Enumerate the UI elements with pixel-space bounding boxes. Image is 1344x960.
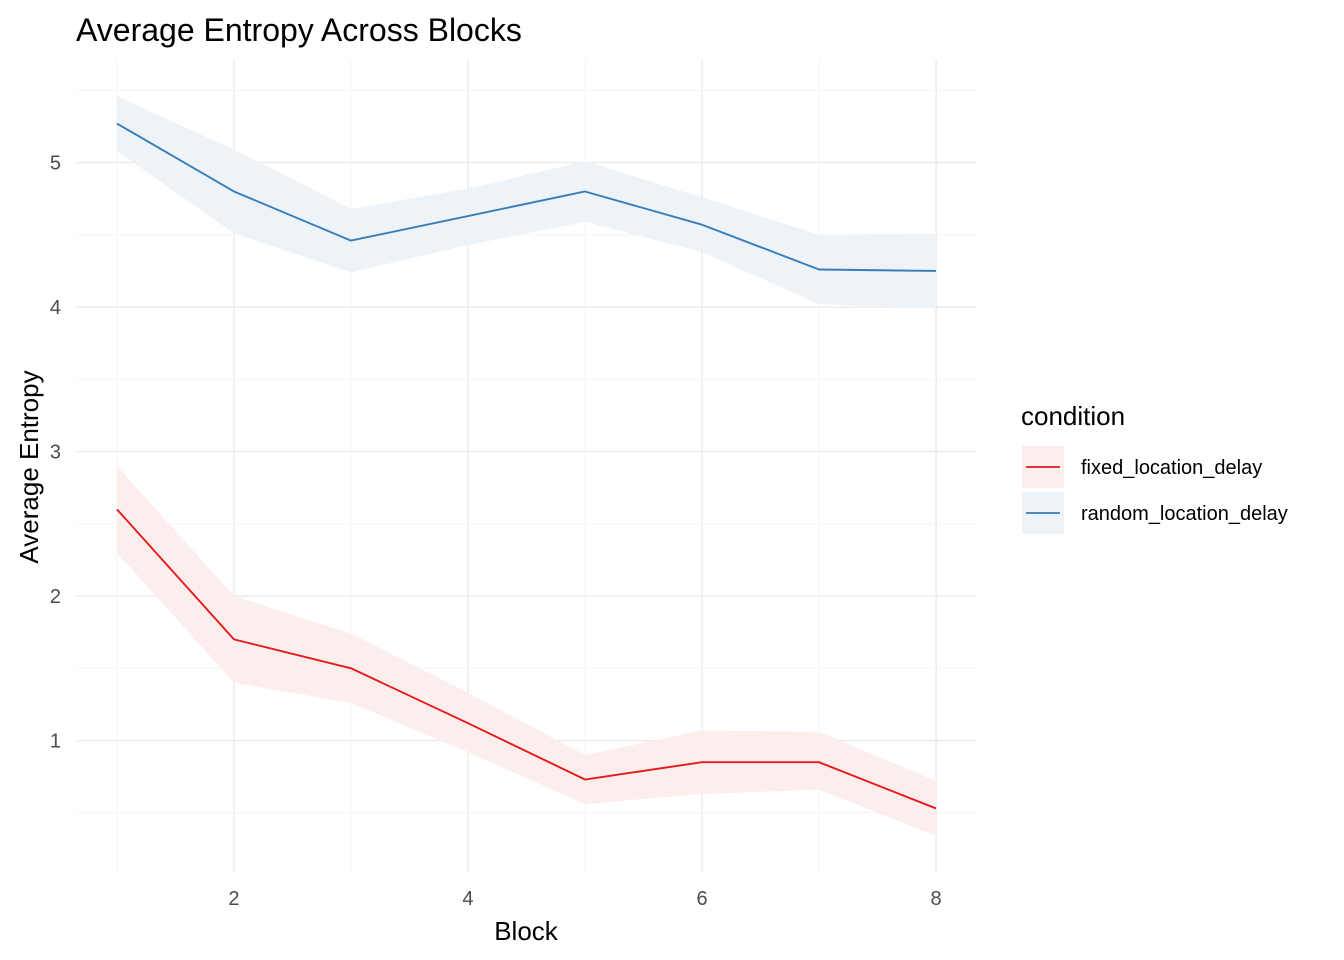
- x-axis-title: Block: [494, 916, 559, 946]
- series-lines: [116, 122, 937, 810]
- legend: condition fixed_location_delay random_lo…: [1021, 401, 1288, 534]
- y-tick-label: 5: [50, 153, 61, 175]
- legend-label-fixed-location-delay: fixed_location_delay: [1081, 457, 1262, 479]
- ribbon-fixed-location-delay: [116, 466, 937, 836]
- series-line-fixed-location-delay: [116, 508, 937, 810]
- x-tick-label: 4: [462, 888, 473, 910]
- ribbon-random-location-delay: [116, 96, 937, 309]
- legend-title: condition: [1021, 401, 1125, 431]
- x-tick-label: 2: [228, 888, 239, 910]
- series-line-random-location-delay: [116, 122, 937, 272]
- y-tick-label: 4: [50, 297, 61, 319]
- y-tick-label: 1: [50, 731, 61, 753]
- tick-labels: 2 4 6 8 1 2 3 4 5: [50, 153, 942, 910]
- confidence-ribbons: [116, 96, 937, 836]
- chart-title: Average Entropy Across Blocks: [76, 12, 522, 48]
- x-tick-label: 8: [930, 888, 941, 910]
- legend-label-random-location-delay: random_location_delay: [1081, 503, 1288, 525]
- y-axis-title: Average Entropy: [14, 370, 44, 563]
- y-tick-label: 3: [50, 442, 61, 464]
- y-tick-label: 2: [50, 586, 61, 608]
- x-tick-label: 6: [696, 888, 707, 910]
